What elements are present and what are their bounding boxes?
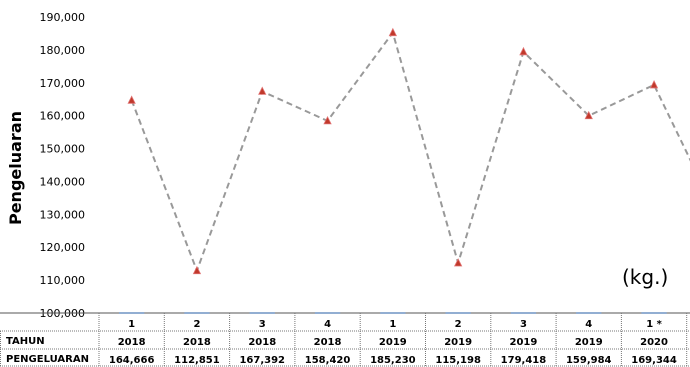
x-tick-label: 1 — [128, 319, 135, 330]
data-point-marker — [323, 115, 332, 125]
x-tick-label: 3 — [259, 319, 266, 330]
x-tick-label: 2 — [193, 319, 200, 330]
table-cell-year: 2018 — [183, 337, 211, 348]
table-row-label: TAHUN — [6, 336, 45, 347]
y-tick-label: 170,000 — [40, 77, 86, 90]
table-cell-year: 2018 — [248, 337, 276, 348]
y-tick-label: 190,000 — [40, 11, 86, 24]
table-cell-value: 167,392 — [239, 355, 285, 366]
table-cell-year: 2019 — [510, 337, 538, 348]
data-point-marker — [127, 95, 136, 104]
y-tick-label: 140,000 — [40, 175, 86, 188]
y-tick-label: 160,000 — [40, 110, 86, 123]
y-tick-label: 150,000 — [40, 143, 86, 156]
table-cell-value: 115,198 — [435, 355, 481, 366]
table-cell-year: 2019 — [379, 337, 407, 348]
y-axis-label: Pengeluaran — [6, 111, 25, 225]
y-tick-label: 120,000 — [40, 241, 86, 254]
table-cell-value: 164,666 — [109, 355, 155, 366]
data-point-marker — [649, 80, 659, 89]
y-axis-tick-labels: 100,000110,000120,000130,000140,000150,0… — [40, 11, 86, 320]
y-tick-label: 130,000 — [40, 208, 86, 221]
y-tick-label: 110,000 — [40, 274, 86, 287]
x-tick-label: 2 — [455, 319, 462, 330]
data-point-marker — [584, 110, 593, 120]
x-tick-label: 4 — [324, 319, 331, 330]
data-point-marker — [192, 265, 202, 275]
table-cell-value: 159,984 — [566, 355, 612, 366]
table-cell-value: 158,420 — [305, 355, 351, 366]
data-point-marker — [454, 258, 463, 267]
table-cell-value: 179,418 — [501, 355, 547, 366]
table-cell-value: 169,344 — [631, 355, 677, 366]
table-cell-year: 2020 — [640, 337, 668, 348]
data-table: TAHUN PENGELUARAN 1 2 3 4 1 2 3 4 1 * 2018 2018 2018 2… — [0, 312, 690, 367]
table-cell-year: 2019 — [575, 337, 603, 348]
table-cell-year: 2018 — [118, 337, 146, 348]
data-point-marker — [388, 27, 397, 37]
y-tick-label: 180,000 — [40, 44, 86, 57]
data-point-marker — [519, 46, 528, 56]
x-tick-label: 1 — [389, 319, 396, 330]
data-point-marker — [258, 86, 267, 95]
table-cell-value: 185,230 — [370, 355, 416, 366]
table-cell-value: 112,851 — [174, 355, 220, 366]
series-line-group — [127, 27, 690, 275]
x-tick-label: 1 * — [646, 319, 662, 330]
table-cell-year: 2018 — [314, 337, 342, 348]
table-cell-year: 2019 — [444, 337, 472, 348]
series-line — [130, 30, 690, 274]
table-row-label: PENGELUARAN — [6, 354, 89, 365]
unit-label: (kg.) — [622, 265, 668, 289]
x-tick-label: 4 — [585, 319, 592, 330]
x-tick-label: 3 — [520, 319, 527, 330]
